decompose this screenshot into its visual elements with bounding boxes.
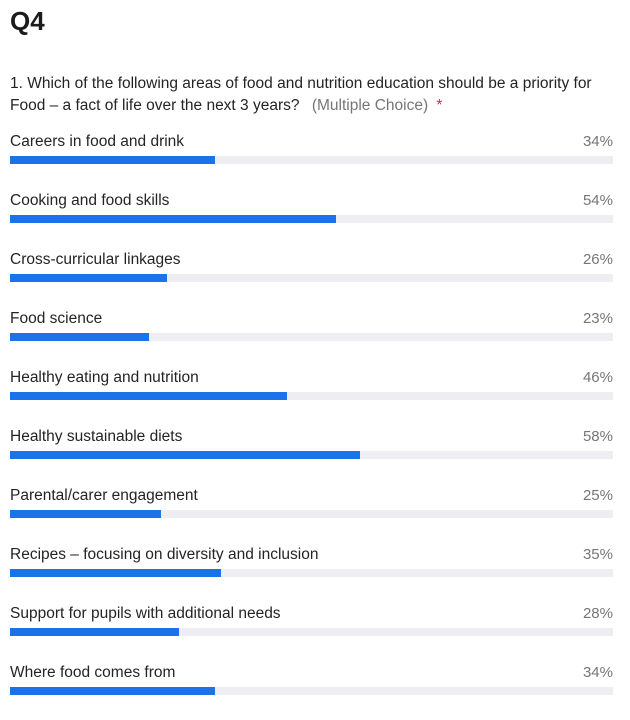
result-row: Parental/carer engagement 25% <box>10 484 613 543</box>
bar-track <box>10 628 613 636</box>
bar <box>10 215 336 223</box>
bar-label: Healthy eating and nutrition <box>10 369 199 386</box>
result-row: Food science 23% <box>10 307 613 366</box>
required-mark: * <box>436 97 443 114</box>
bar-label: Food science <box>10 310 103 327</box>
bar <box>10 156 216 164</box>
result-row: Support for pupils with additional needs… <box>10 602 613 661</box>
bar-value-label: 58% <box>582 428 613 445</box>
bar-track <box>10 451 613 459</box>
question-text: 1. Which of the following areas of food … <box>10 75 592 114</box>
bar <box>10 628 179 636</box>
bar <box>10 451 360 459</box>
bar-track <box>10 510 613 518</box>
bar-label: Parental/carer engagement <box>10 487 198 504</box>
result-row: Healthy eating and nutrition 46% <box>10 366 613 425</box>
bar-value-label: 25% <box>582 487 613 504</box>
bar-label: Where food comes from <box>10 664 176 681</box>
bar <box>10 333 149 341</box>
bar-label: Support for pupils with additional needs <box>10 605 281 622</box>
bar <box>10 392 288 400</box>
bar-label: Careers in food and drink <box>10 133 185 150</box>
bar-value-label: 34% <box>582 664 613 681</box>
bar-track <box>10 569 613 577</box>
bar-track <box>10 392 613 400</box>
result-row: Careers in food and drink 34% <box>10 130 613 189</box>
question-number: Q4 <box>10 6 45 36</box>
bar-value-label: 46% <box>582 369 613 386</box>
bar <box>10 510 161 518</box>
bar-value-label: 23% <box>582 310 613 327</box>
bar <box>10 687 216 695</box>
bar-value-label: 28% <box>582 605 613 622</box>
result-row: Healthy sustainable diets 58% <box>10 425 613 484</box>
bar <box>10 274 167 282</box>
results-chart: Careers in food and drink 34% Cooking and … <box>10 130 613 720</box>
bar-label: Healthy sustainable diets <box>10 428 183 445</box>
bar-label: Recipes – focusing on diversity and incl… <box>10 546 319 563</box>
bar-value-label: 54% <box>582 192 613 209</box>
bar-track <box>10 687 613 695</box>
bar <box>10 569 222 577</box>
bar-value-label: 35% <box>582 546 613 563</box>
bar-track <box>10 274 613 282</box>
bar-value-label: 26% <box>582 251 613 268</box>
question-type-label: (Multiple Choice) <box>311 97 429 114</box>
question-text-block: 1. Which of the following areas of food … <box>10 73 600 117</box>
survey-question-card: Q4 1. Which of the following areas of fo… <box>10 0 613 720</box>
bar-label: Cooking and food skills <box>10 192 170 209</box>
result-row: Where food comes from 34% <box>10 661 613 720</box>
bar-label: Cross-curricular linkages <box>10 251 181 268</box>
result-row: Cross-curricular linkages 26% <box>10 248 613 307</box>
result-row: Recipes – focusing on diversity and incl… <box>10 543 613 602</box>
result-row: Cooking and food skills 54% <box>10 189 613 248</box>
bar-track <box>10 333 613 341</box>
bar-value-label: 34% <box>582 133 613 150</box>
bar-track <box>10 156 613 164</box>
bar-track <box>10 215 613 223</box>
